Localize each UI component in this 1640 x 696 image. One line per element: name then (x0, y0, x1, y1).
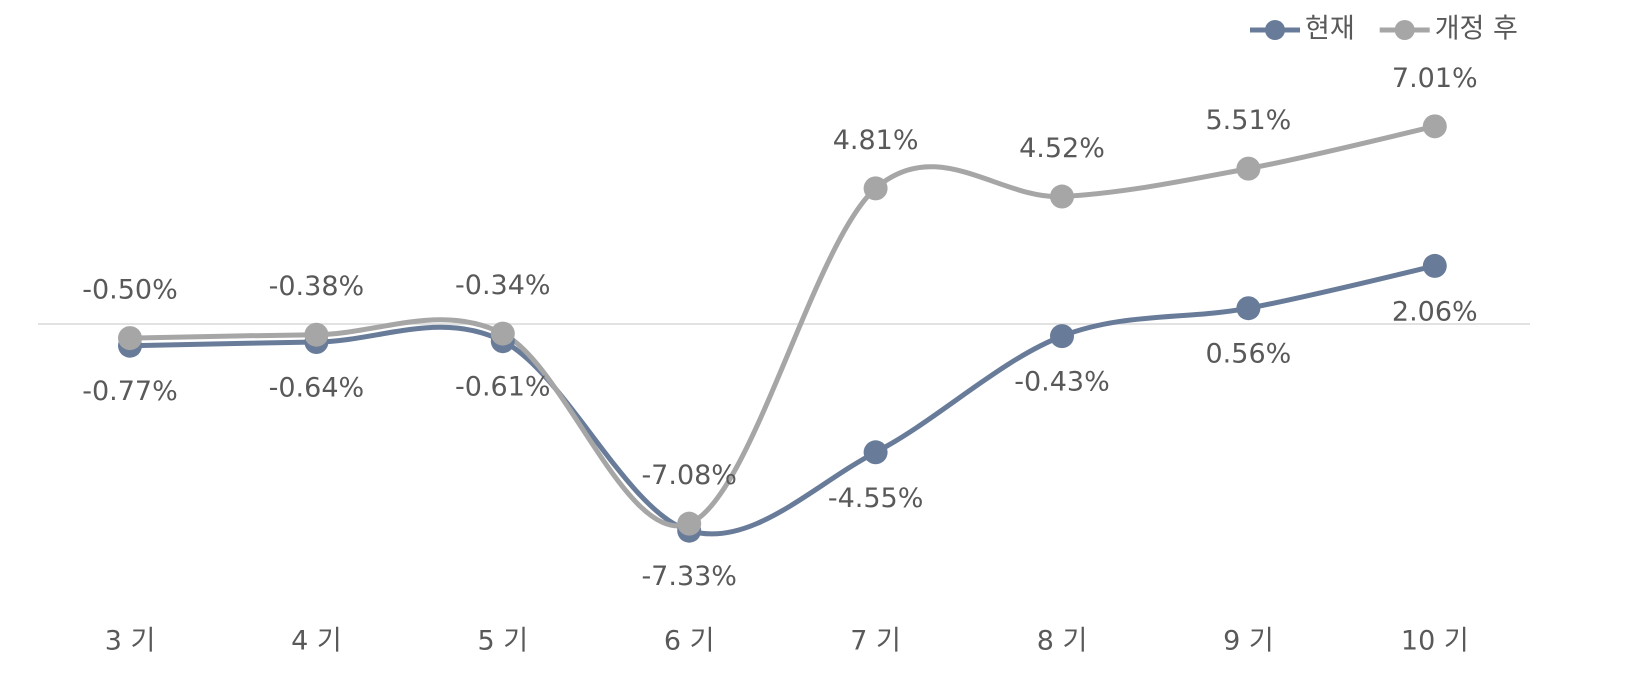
marker (1422, 114, 1447, 139)
data-label: -0.61% (455, 372, 551, 403)
data-label: -0.50% (82, 275, 178, 306)
data-label: -4.55% (828, 483, 924, 514)
legend-label: 개정 후 (1435, 14, 1518, 45)
marker (1050, 184, 1074, 209)
x-tick-label: 7 기 (850, 626, 901, 657)
data-label: 5.51% (1206, 105, 1292, 136)
line (129, 123, 1436, 529)
data-label: -7.33% (641, 561, 737, 592)
legend-label: 현재 (1305, 14, 1355, 45)
x-tick-label: 5 기 (477, 626, 528, 657)
marker (1236, 296, 1261, 321)
data-label: -0.34% (455, 270, 551, 301)
marker (490, 321, 515, 346)
marker (677, 511, 702, 536)
data-label: -0.38% (269, 271, 365, 302)
x-tick-label: 9 기 (1223, 626, 1274, 657)
data-label: 0.56% (1206, 339, 1292, 370)
marker (1236, 156, 1261, 181)
marker (863, 440, 888, 465)
x-tick-label: 4 기 (291, 626, 342, 657)
line (129, 263, 1436, 537)
data-label: 4.52% (1019, 133, 1105, 164)
data-label: -0.64% (269, 373, 365, 404)
marker (1050, 324, 1074, 349)
data-label: -0.77% (82, 376, 178, 407)
data-label: 2.06% (1392, 296, 1478, 327)
x-tick-label: 6 기 (664, 626, 715, 657)
marker (863, 176, 888, 201)
data-label: 4.81% (833, 125, 919, 156)
data-label: -7.08% (641, 460, 737, 491)
marker (304, 322, 329, 347)
x-tick-label: 8 기 (1037, 626, 1088, 657)
data-label: 7.01% (1392, 63, 1478, 94)
legend-marker (1394, 20, 1415, 40)
marker (118, 326, 142, 351)
x-tick-label: 3 기 (105, 626, 156, 657)
data-label: -0.43% (1014, 367, 1110, 398)
marker (1422, 253, 1447, 278)
x-tick-label: 10 기 (1401, 626, 1469, 657)
legend-marker (1265, 20, 1285, 40)
